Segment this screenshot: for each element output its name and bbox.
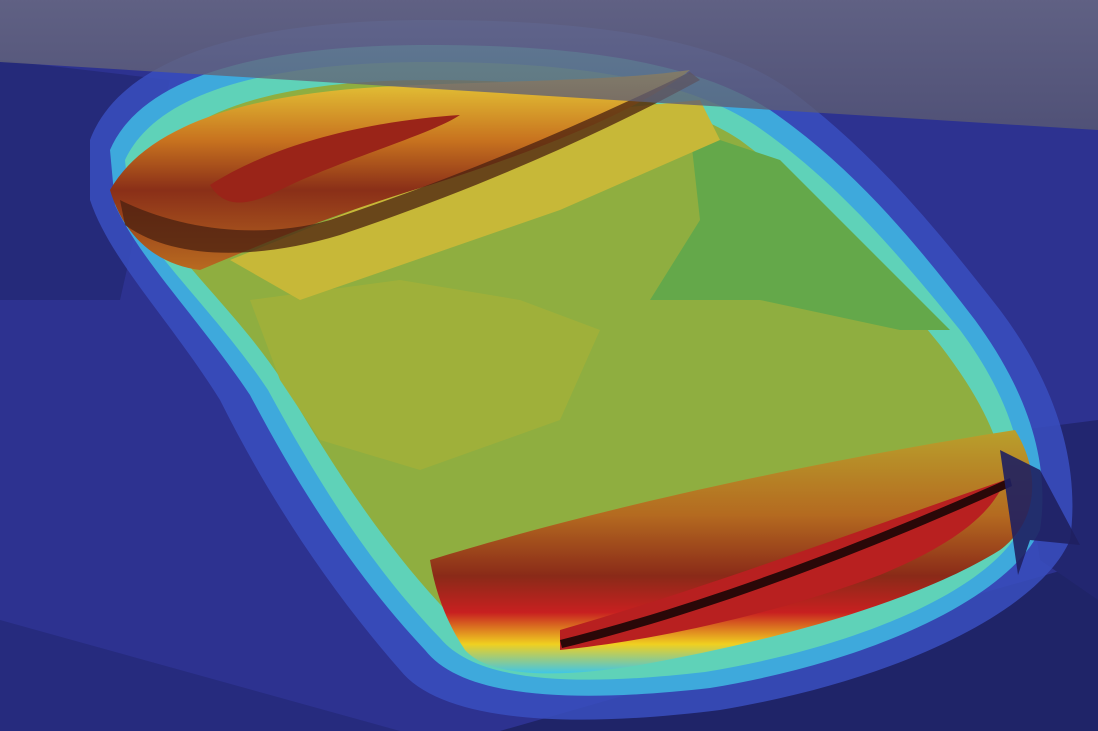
contour-ridge-bottom-crease bbox=[560, 478, 1012, 648]
contour-ridge-bottom bbox=[430, 430, 1033, 674]
contour-facet-green bbox=[650, 130, 950, 330]
bg-facet-bottom bbox=[0, 620, 400, 731]
contour-ridge-top bbox=[110, 70, 690, 270]
overlay-plate bbox=[0, 0, 1098, 130]
contour-facet-olive bbox=[250, 280, 600, 470]
contour-ridge-bottom-peak bbox=[560, 480, 1005, 650]
contour-ridge-top-shadow bbox=[120, 72, 700, 253]
contour-facet-yellow-band bbox=[230, 100, 720, 300]
contour-ridge-top-peak bbox=[210, 115, 460, 203]
contour-facet-crease-right bbox=[1000, 450, 1080, 575]
